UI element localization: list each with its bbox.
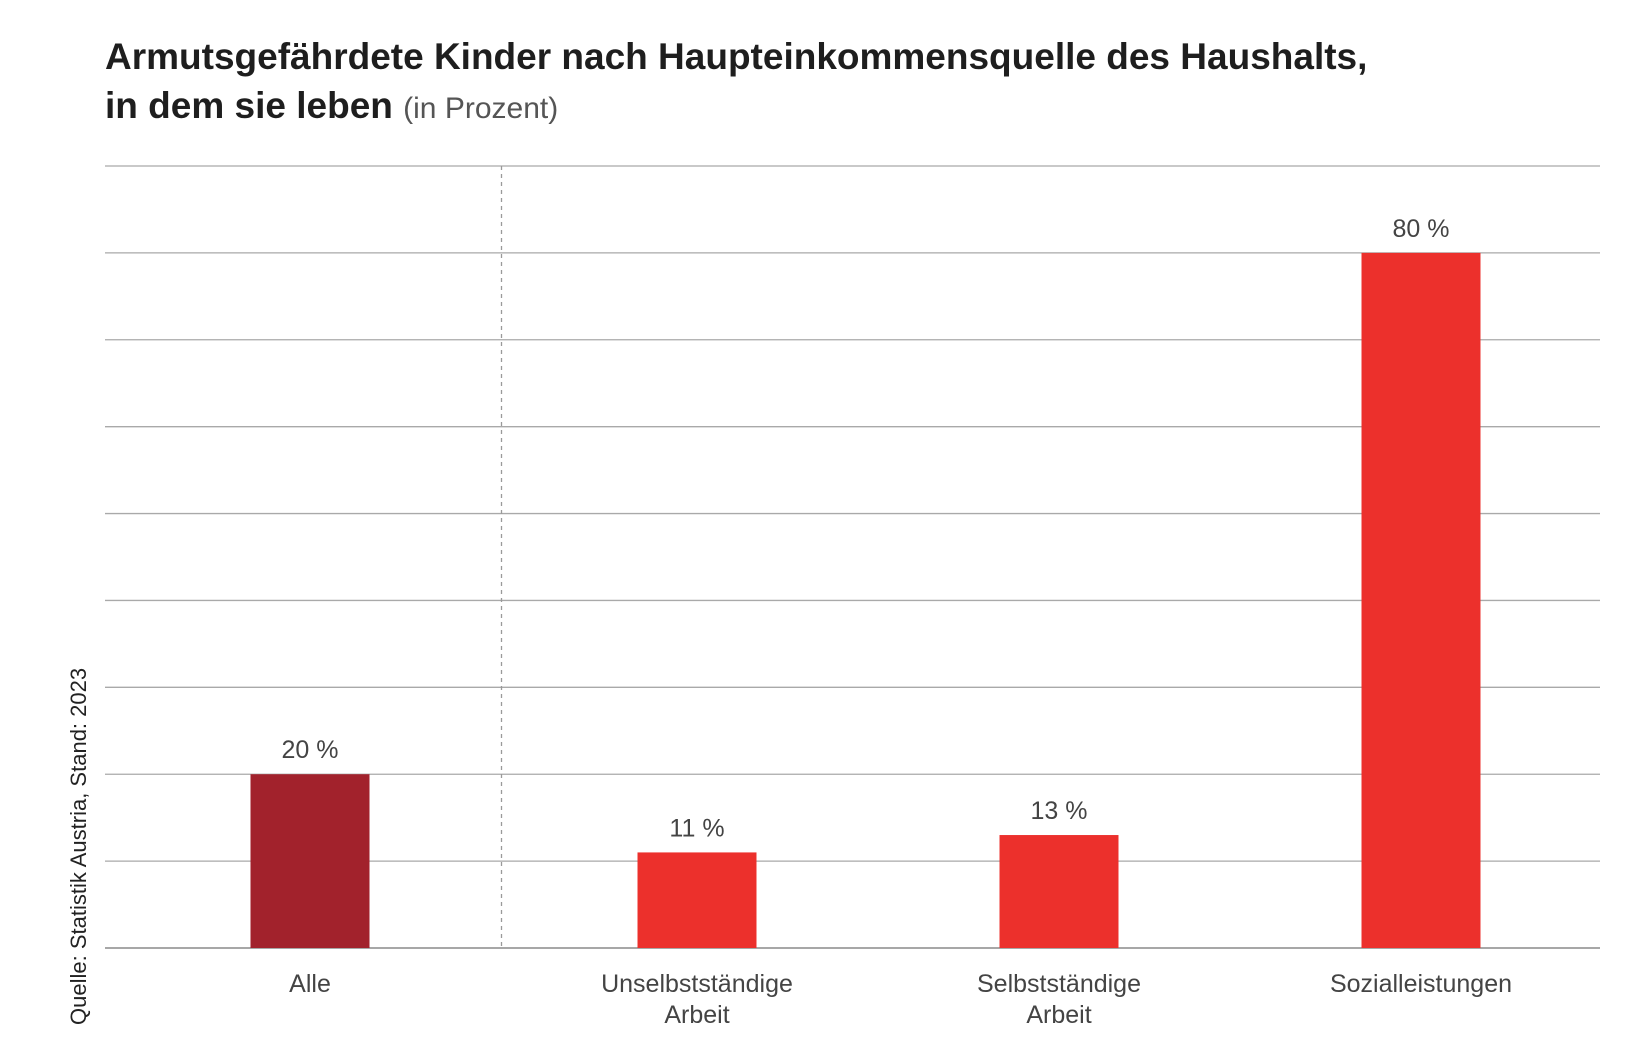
- bar-2: [999, 835, 1119, 948]
- source-note: Quelle: Statistik Austria, Stand: 2023: [66, 667, 91, 1025]
- value-label-2: 13 %: [1031, 797, 1088, 825]
- chart-unit: (in Prozent): [403, 92, 559, 125]
- category-label-0: Alle: [289, 970, 331, 998]
- bar-1: [637, 852, 757, 948]
- value-label-1: 11 %: [669, 814, 724, 842]
- category-label-0-line-0: Alle: [289, 970, 331, 998]
- category-label-2-line-1: Arbeit: [1026, 1001, 1091, 1029]
- chart-title: Armutsgefährdete Kinder nach Haupteinkom…: [105, 32, 1585, 133]
- bars: [250, 252, 1481, 948]
- category-label-1: Unselbstständige Arbeit: [601, 970, 793, 1029]
- category-label-1-line-1: Arbeit: [664, 1001, 729, 1029]
- bar-3: [1361, 252, 1481, 948]
- category-label-1-line-0: Unselbstständige: [601, 970, 793, 998]
- chart-title-line2: in dem sie leben: [105, 85, 393, 126]
- value-labels: 20 % 11 % 13 % 80 %: [282, 215, 1450, 843]
- chart-title-line1: Armutsgefährdete Kinder nach Haupteinkom…: [105, 36, 1368, 77]
- category-labels: Alle Unselbstständige ArbeitSelbstständige…: [289, 970, 1512, 1029]
- value-label-3: 80 %: [1393, 215, 1450, 243]
- category-label-2: Selbstständige Arbeit: [977, 970, 1141, 1029]
- category-label-3: Sozialleistungen: [1330, 970, 1512, 998]
- bar-0: [250, 774, 370, 948]
- category-label-2-line-0: Selbstständige: [977, 970, 1141, 998]
- category-label-3-line-0: Sozialleistungen: [1330, 970, 1512, 998]
- value-label-0: 20 %: [282, 736, 339, 764]
